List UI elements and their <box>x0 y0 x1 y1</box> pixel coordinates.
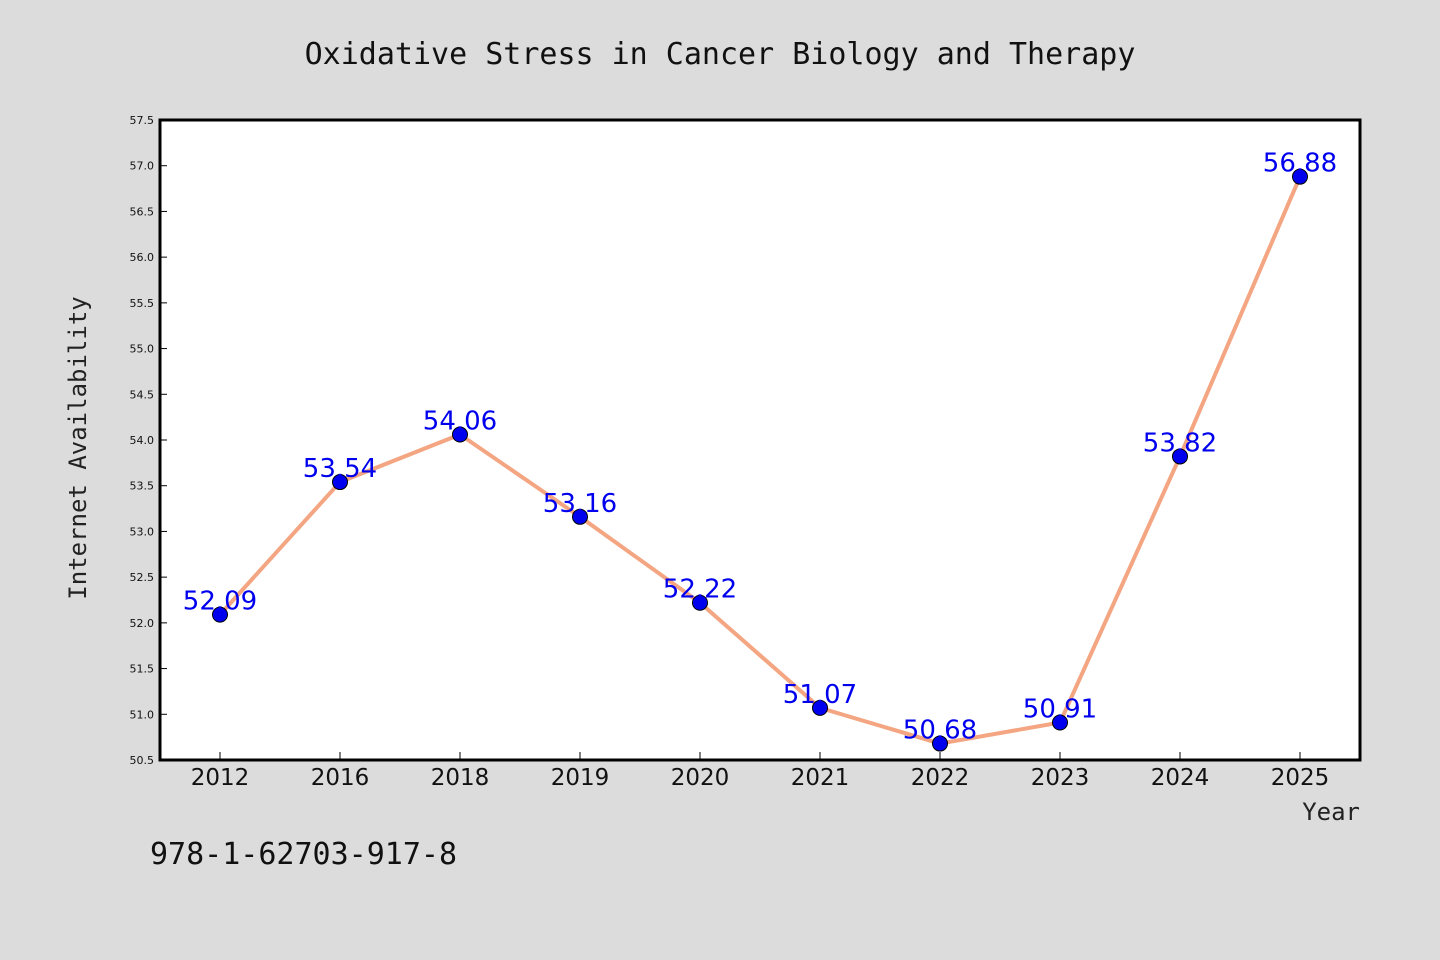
data-label: 50.68 <box>903 716 977 746</box>
data-label: 54.06 <box>423 407 497 437</box>
data-point <box>212 606 228 623</box>
y-axis: 50.5 51.0 51.5 52.0 52.5 53.0 53.5 54.0 54.5 55.0… <box>130 114 167 767</box>
data-label: 56.88 <box>1263 149 1337 179</box>
data-point <box>1172 448 1188 465</box>
data-label: 53.54 <box>303 454 377 484</box>
x-tick-label: 2018 <box>431 765 490 791</box>
data-point <box>812 699 828 716</box>
x-tick-label: 2016 <box>311 765 370 791</box>
isbn-text: 978-1-62703-917-8 <box>150 837 457 872</box>
data-point <box>332 474 348 491</box>
data-point <box>932 735 948 752</box>
y-tick-label: 56.5 <box>130 205 155 218</box>
y-tick-label: 57.5 <box>130 114 155 127</box>
y-tick-label: 51.0 <box>130 708 155 721</box>
x-tick-label: 2022 <box>911 765 970 791</box>
y-tick-label: 55.0 <box>130 343 155 356</box>
chart-title: Oxidative Stress in Cancer Biology and T… <box>305 37 1136 72</box>
x-axis: 2012 2016 2018 2019 2020 2021 2022 2023 2024 2025 <box>191 752 1330 791</box>
series <box>212 168 1308 752</box>
y-tick-label: 57.0 <box>130 160 155 173</box>
data-labels: 52.09 53.54 54.06 53.16 52.22 51.07 50.68 50.91… <box>183 149 1337 746</box>
data-label: 52.09 <box>183 587 257 617</box>
x-axis-label: Year <box>1302 798 1360 826</box>
data-point <box>1292 168 1308 185</box>
x-tick-label: 2021 <box>791 765 850 791</box>
x-tick-label: 2020 <box>671 765 730 791</box>
data-point <box>452 426 468 443</box>
y-tick-label: 51.5 <box>130 663 155 676</box>
y-tick-label: 54.5 <box>130 388 155 401</box>
data-point <box>572 508 588 525</box>
data-label: 53.82 <box>1143 428 1217 458</box>
y-axis-label: Internet Availability <box>64 296 92 599</box>
y-tick-label: 56.0 <box>130 251 155 264</box>
y-tick-label: 54.0 <box>130 434 155 447</box>
data-point <box>692 594 708 611</box>
y-tick-label: 53.5 <box>130 480 155 493</box>
data-label: 51.07 <box>783 680 857 710</box>
data-label: 50.91 <box>1023 695 1097 725</box>
y-tick-label: 53.0 <box>130 525 155 538</box>
data-label: 52.22 <box>663 575 737 605</box>
data-label: 53.16 <box>543 489 617 519</box>
y-tick-label: 52.5 <box>130 571 155 584</box>
x-tick-label: 2024 <box>1151 765 1210 791</box>
y-tick-label: 50.5 <box>130 754 155 767</box>
x-tick-label: 2025 <box>1271 765 1330 791</box>
data-point <box>1052 714 1068 731</box>
y-tick-label: 52.0 <box>130 617 155 630</box>
y-tick-label: 55.5 <box>130 297 155 310</box>
x-tick-label: 2019 <box>551 765 610 791</box>
series-line <box>218 175 1302 746</box>
x-tick-label: 2023 <box>1031 765 1090 791</box>
x-tick-label: 2012 <box>191 765 250 791</box>
